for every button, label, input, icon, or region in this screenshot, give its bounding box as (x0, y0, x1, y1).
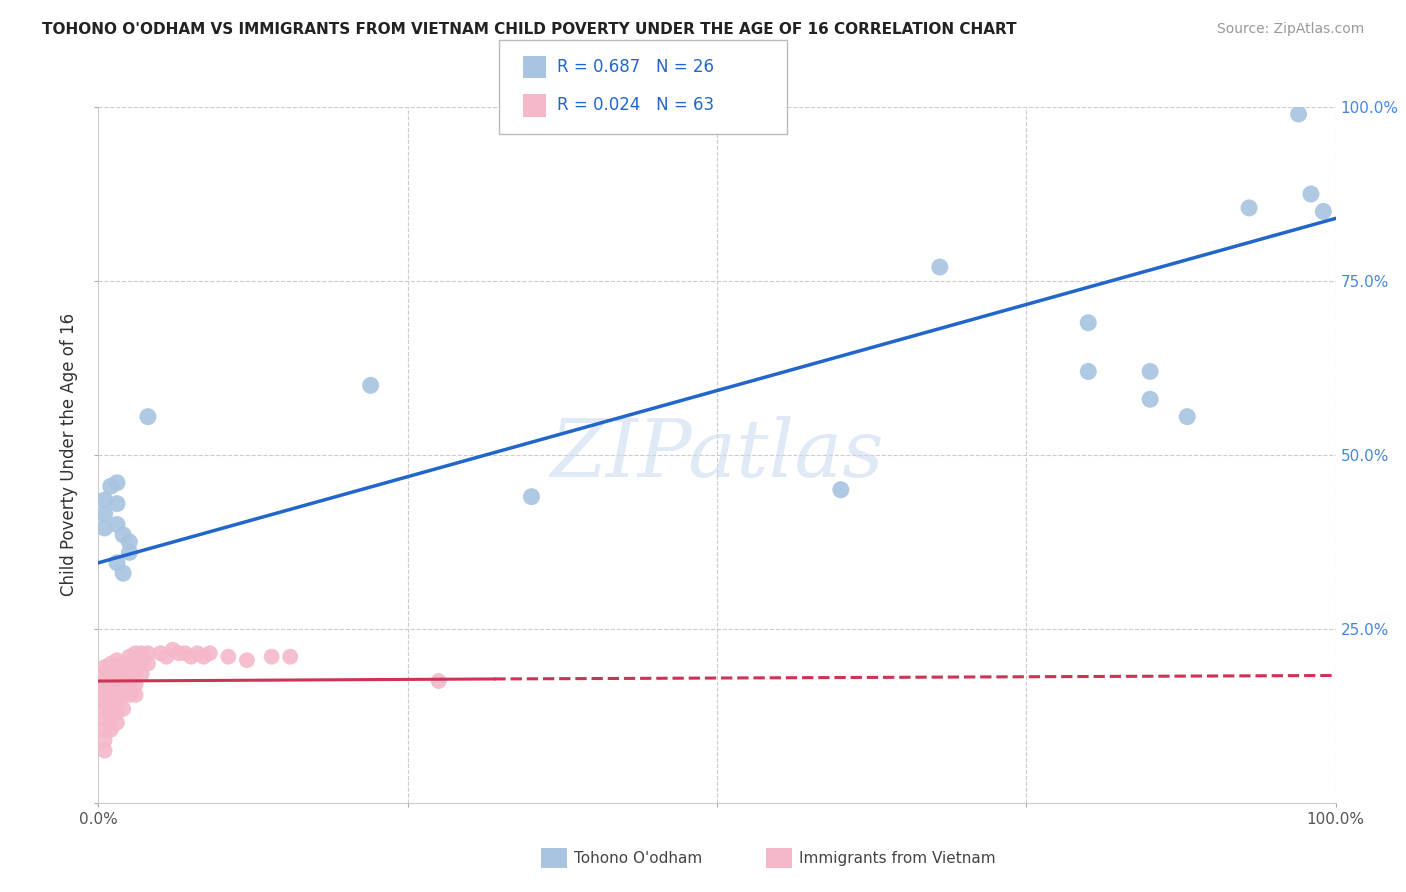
Point (1288, 107, 1310, 121)
Point (112, 702, 135, 716)
Point (118, 688, 141, 702)
Point (100, 479, 122, 493)
Point (100, 702, 122, 716)
Point (193, 649, 215, 664)
Point (260, 649, 283, 664)
Point (136, 409, 159, 424)
Point (198, 646, 221, 660)
Point (93, 521, 115, 535)
Point (105, 660, 128, 674)
Point (928, 260, 950, 274)
Point (360, 378, 382, 392)
Point (105, 653, 128, 667)
Text: Source: ZipAtlas.com: Source: ZipAtlas.com (1216, 22, 1364, 37)
Point (100, 723, 122, 737)
Point (105, 667, 128, 681)
Point (427, 674, 450, 689)
Point (124, 677, 146, 691)
Point (520, 490, 543, 504)
Point (1139, 392, 1161, 407)
Point (118, 545, 141, 559)
Point (105, 684, 128, 698)
Point (830, 483, 852, 497)
Point (112, 671, 135, 685)
Point (93, 688, 115, 702)
Point (112, 566, 135, 581)
Point (100, 677, 122, 691)
Point (136, 657, 159, 671)
Point (112, 664, 135, 678)
Point (1139, 364, 1161, 378)
Point (167, 646, 190, 660)
Point (278, 649, 301, 664)
Y-axis label: Child Poverty Under the Age of 16: Child Poverty Under the Age of 16 (60, 313, 79, 597)
Point (155, 649, 177, 664)
Point (105, 706, 128, 720)
Text: Tohono O'odham: Tohono O'odham (574, 851, 702, 865)
Point (100, 691, 122, 706)
Point (105, 556, 128, 570)
Point (93, 660, 115, 674)
Point (124, 667, 146, 681)
Point (118, 660, 141, 674)
Point (1077, 364, 1099, 378)
Point (174, 646, 197, 660)
Point (93, 507, 115, 521)
Point (100, 671, 122, 685)
Point (1175, 409, 1198, 424)
Point (1299, 187, 1322, 202)
Point (180, 649, 202, 664)
Point (112, 657, 135, 671)
Point (124, 688, 146, 702)
Point (105, 715, 128, 730)
Point (93, 723, 115, 737)
Point (124, 657, 146, 671)
Point (93, 493, 115, 508)
Point (1077, 316, 1099, 330)
Text: ZIPatlas: ZIPatlas (550, 417, 884, 493)
Point (93, 702, 115, 716)
Point (93, 667, 115, 681)
Point (131, 667, 153, 681)
Point (217, 649, 239, 664)
Point (105, 517, 128, 532)
Point (149, 646, 172, 660)
Point (93, 744, 115, 758)
Point (136, 646, 159, 660)
Point (118, 677, 141, 691)
Text: R = 0.687   N = 26: R = 0.687 N = 26 (557, 58, 714, 77)
Point (105, 497, 128, 511)
Point (93, 674, 115, 689)
Text: TOHONO O'ODHAM VS IMMIGRANTS FROM VIETNAM CHILD POVERTY UNDER THE AGE OF 16 CORR: TOHONO O'ODHAM VS IMMIGRANTS FROM VIETNA… (42, 22, 1017, 37)
Point (93, 733, 115, 747)
Point (93, 681, 115, 695)
Point (93, 695, 115, 709)
Point (186, 646, 208, 660)
Point (131, 657, 153, 671)
Point (118, 649, 141, 664)
Point (112, 528, 135, 542)
Point (100, 657, 122, 671)
Point (93, 712, 115, 726)
Point (131, 646, 153, 660)
Point (1312, 204, 1334, 219)
Point (105, 674, 128, 689)
Point (100, 664, 122, 678)
Point (118, 667, 141, 681)
Point (112, 688, 135, 702)
Point (236, 653, 259, 667)
Point (105, 475, 128, 490)
Point (162, 642, 184, 657)
Point (100, 684, 122, 698)
Point (112, 677, 135, 691)
Point (124, 646, 146, 660)
Point (100, 712, 122, 726)
Text: R = 0.024   N = 63: R = 0.024 N = 63 (557, 96, 714, 114)
Point (105, 695, 128, 709)
Point (1237, 201, 1260, 215)
Text: Immigrants from Vietnam: Immigrants from Vietnam (799, 851, 995, 865)
Point (118, 535, 141, 549)
